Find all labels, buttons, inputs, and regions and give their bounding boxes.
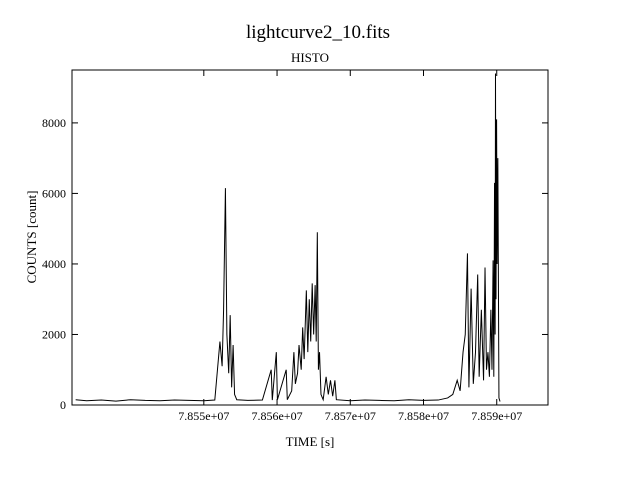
y-tick-label: 4000	[42, 257, 66, 271]
x-tick-label: 7.857e+07	[325, 409, 376, 423]
x-axis-label: TIME [s]	[286, 434, 335, 449]
x-tick-label: 7.858e+07	[398, 409, 449, 423]
x-tick-label: 7.859e+07	[471, 409, 522, 423]
y-tick-label: 2000	[42, 327, 66, 341]
chart-subtitle: HISTO	[291, 50, 329, 65]
x-tick-label: 7.855e+07	[178, 409, 229, 423]
y-tick-label: 8000	[42, 116, 66, 130]
light-curve	[75, 73, 501, 402]
plot-frame	[71, 69, 549, 406]
y-tick-label: 6000	[42, 186, 66, 200]
chart-title: lightcurve2_10.fits	[246, 22, 390, 43]
y-axis-label: COUNTS [count]	[24, 191, 39, 284]
x-tick-label: 7.856e+07	[251, 409, 302, 423]
y-tick-label: 0	[60, 398, 66, 412]
